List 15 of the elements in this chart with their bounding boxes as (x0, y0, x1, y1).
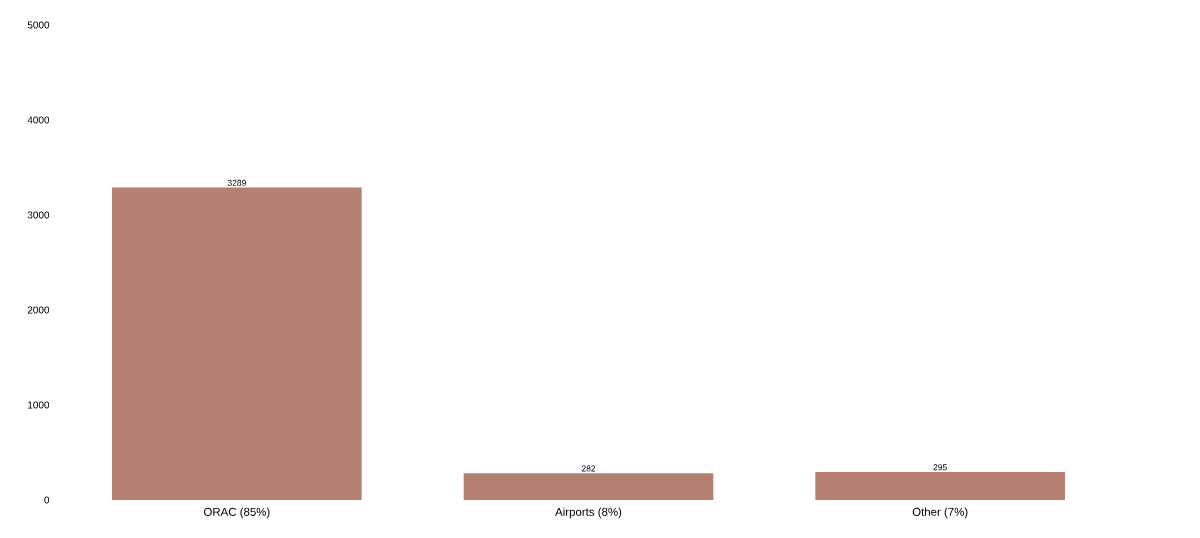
y-tick-label: 2000 (27, 306, 50, 314)
data-label: 282 (581, 465, 596, 472)
y-tick-label: 0 (44, 496, 50, 504)
y-tick-label: 5000 (27, 21, 50, 29)
y-tick-label: 4000 (27, 116, 50, 124)
data-label: 3289 (227, 179, 246, 186)
bar (463, 473, 714, 500)
y-tick-label: 3000 (27, 211, 50, 219)
bar (815, 471, 1066, 500)
y-tick-label: 1000 (28, 401, 50, 409)
data-label: 295 (933, 464, 947, 471)
bar (112, 187, 362, 500)
x-tick-label: ORAC (85%) (203, 507, 270, 519)
x-tick-label: Other (7%) (912, 507, 968, 519)
x-tick-label: Airports (8%) (555, 507, 622, 519)
